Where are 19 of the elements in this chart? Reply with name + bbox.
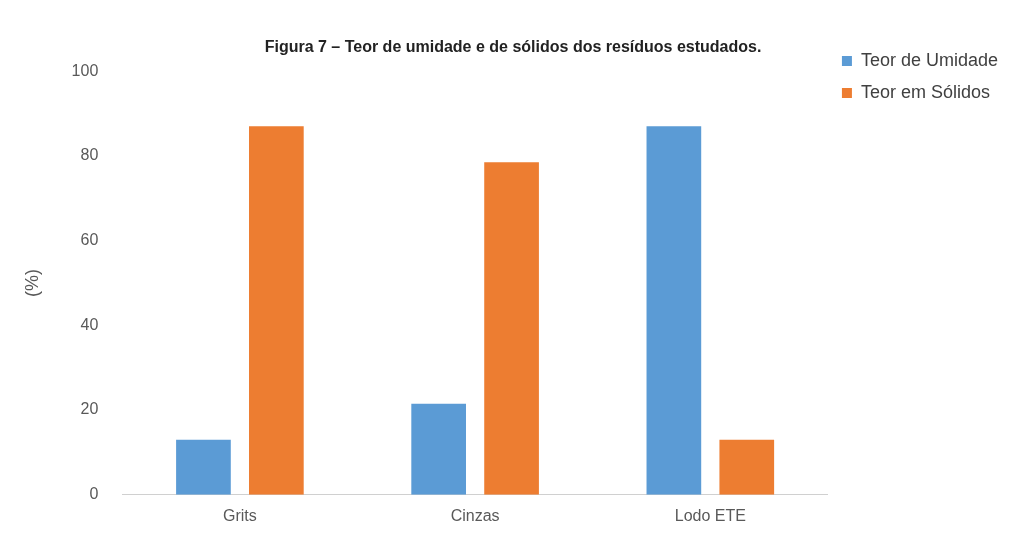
legend-label: Teor em Sólidos <box>860 81 990 102</box>
chart-title: Figura 7 – Teor de umidade e de sólidos dos resíduos estudados. <box>264 38 762 56</box>
y-tick-label: 80 <box>80 146 99 164</box>
x-tick-label: Cinzas <box>450 506 500 524</box>
y-tick-label: 0 <box>89 485 99 503</box>
bar <box>249 126 304 495</box>
y-tick-label: 40 <box>80 315 99 333</box>
x-tick-label: Lodo ETE <box>674 506 746 524</box>
bar <box>646 126 702 495</box>
bar <box>719 439 775 495</box>
y-tick-label: 20 <box>80 400 99 418</box>
legend-label: Teor de Umidade <box>860 49 998 70</box>
bar <box>484 162 539 495</box>
bar <box>176 439 231 495</box>
y-tick-label: 60 <box>80 231 99 249</box>
bar <box>411 403 466 495</box>
x-tick-label: Grits <box>223 506 257 524</box>
y-tick-label: 100 <box>71 61 99 79</box>
y-axis-title: (%) <box>21 269 42 297</box>
